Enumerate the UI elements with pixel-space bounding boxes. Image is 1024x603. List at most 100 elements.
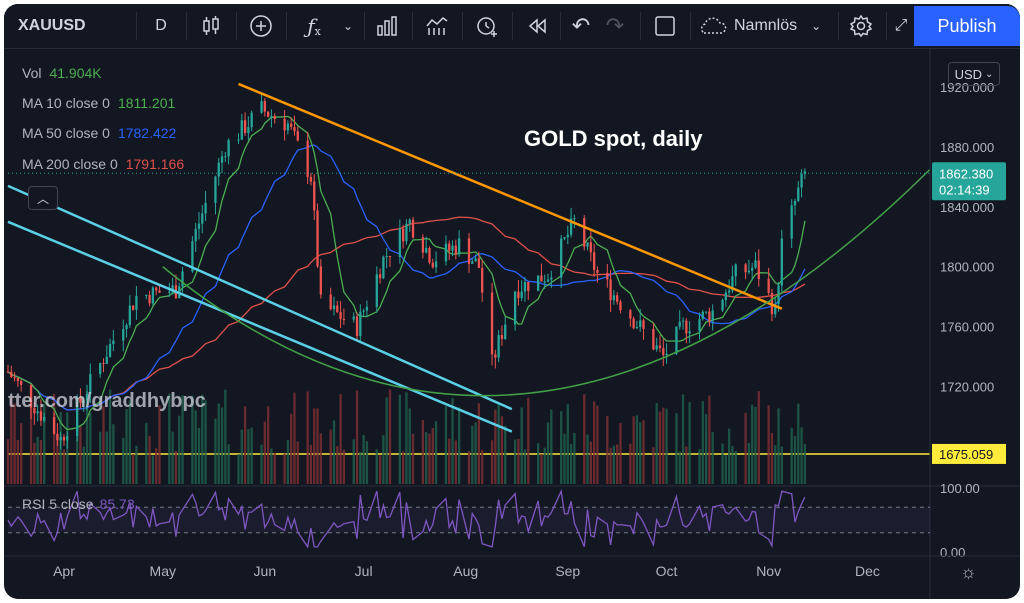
- currency-button[interactable]: USD ⌄: [948, 62, 1000, 86]
- chart-canvas[interactable]: 1920.000 1880.000 1840.000 1800.000 1760.000…: [4, 4, 1020, 599]
- candle-body: [263, 101, 266, 112]
- volume-bar: [560, 411, 563, 484]
- chart-annotation[interactable]: GOLD spot, daily: [524, 126, 703, 151]
- legend-ma200[interactable]: MA 200 close 0 1791.166: [22, 156, 184, 172]
- fullscreen-icon[interactable]: [648, 4, 682, 48]
- volume-bar: [247, 429, 250, 484]
- settings-icon[interactable]: [844, 4, 878, 48]
- volume-bar: [316, 408, 319, 484]
- volume-bar: [477, 403, 481, 484]
- volume-bar: [635, 415, 639, 484]
- volume-bar: [421, 420, 425, 484]
- candle-body: [99, 362, 102, 374]
- volume-bar: [273, 453, 276, 484]
- candle-body: [148, 294, 151, 304]
- volume-bar: [513, 439, 517, 484]
- volume-bar: [642, 420, 645, 484]
- candle-body: [316, 210, 319, 267]
- legend-volume[interactable]: Vol 41.904K: [22, 65, 102, 81]
- volume-bar: [800, 427, 803, 484]
- candle-body: [767, 278, 770, 294]
- volume-bar: [131, 454, 135, 484]
- volume-bar: [774, 445, 777, 484]
- price-tick-label: 1720.000: [940, 380, 994, 395]
- volume-bar: [520, 407, 523, 484]
- volume-bar: [490, 440, 494, 484]
- candle-body: [352, 316, 355, 320]
- candle-body: [401, 228, 405, 242]
- volume-bar: [609, 447, 612, 484]
- volume-bar: [467, 451, 471, 484]
- volume-bar: [178, 415, 181, 484]
- volume-bar: [457, 407, 461, 484]
- candle-body: [59, 436, 62, 441]
- volume-bar: [332, 420, 336, 484]
- candle-body: [250, 112, 253, 128]
- interval-label: D: [155, 17, 167, 34]
- symbol-search-button[interactable]: XAUUSD: [10, 4, 138, 48]
- volume-bar: [260, 444, 263, 484]
- compare-indicator-icon[interactable]: [420, 4, 454, 48]
- candle-body: [388, 255, 392, 257]
- volume-bar: [329, 429, 332, 484]
- volume-bar: [481, 449, 484, 484]
- volume-bar: [431, 428, 434, 484]
- candle-body: [105, 356, 108, 364]
- volume-bar: [586, 434, 589, 484]
- volume-bar: [708, 395, 711, 484]
- templates-icon[interactable]: [370, 4, 404, 48]
- candle-body: [497, 335, 500, 358]
- candle-body: [639, 320, 642, 327]
- volume-bar: [365, 441, 369, 484]
- legend-ma10[interactable]: MA 10 close 0 1811.201: [22, 95, 175, 111]
- toolbar-divider: [236, 12, 237, 40]
- candle-body: [375, 274, 378, 307]
- candles-icon[interactable]: [194, 4, 228, 48]
- candle-body: [52, 416, 56, 434]
- toolbar-divider: [136, 12, 137, 40]
- candle-body: [102, 362, 105, 364]
- price-tick-label: 1840.000: [940, 200, 994, 215]
- rounded-bottom-curve: [162, 168, 931, 397]
- legend-rsi[interactable]: RSI 5 close 85.73: [22, 496, 135, 512]
- volume-bar: [243, 406, 247, 484]
- bar-countdown-label: 02:14:39: [939, 182, 990, 197]
- price-tick-label: 1880.000: [940, 140, 994, 155]
- undo-icon[interactable]: ↶: [571, 13, 591, 38]
- currency-label: USD: [954, 66, 983, 82]
- legend-ma50[interactable]: MA 50 close 0 1782.422: [22, 125, 176, 141]
- publish-button[interactable]: Publish: [914, 6, 1020, 46]
- candle-body: [517, 291, 520, 299]
- candle-body: [224, 156, 227, 158]
- candle-body: [56, 433, 59, 441]
- candle-body: [85, 393, 89, 401]
- redo-icon[interactable]: ↷: [605, 13, 625, 38]
- alert-icon[interactable]: [470, 4, 504, 48]
- collapse-legend-button[interactable]: ︿: [28, 186, 58, 210]
- volume-bar: [250, 427, 253, 484]
- add-compare-icon[interactable]: [244, 4, 278, 48]
- maximize-icon[interactable]: ⤢: [894, 17, 908, 34]
- axis-settings-icon[interactable]: ☼: [960, 562, 977, 582]
- chevron-down-icon[interactable]: ⌄: [342, 19, 354, 33]
- candle-body: [444, 243, 448, 262]
- candle-body: [359, 311, 362, 337]
- volume-bar: [296, 441, 299, 484]
- volume-bar: [352, 439, 355, 484]
- candle-body: [708, 311, 711, 322]
- channel-line: [7, 184, 513, 411]
- replay-icon[interactable]: [520, 4, 554, 48]
- toolbar-divider: [838, 12, 839, 40]
- volume-bar: [408, 408, 411, 484]
- interval-button[interactable]: D: [144, 4, 178, 48]
- legend-ma10-value: 1811.201: [117, 95, 176, 111]
- candle-body: [201, 213, 204, 224]
- volume-bar: [711, 432, 714, 484]
- candle-body: [675, 326, 678, 354]
- candle-body: [704, 311, 708, 313]
- layout-name-button[interactable]: Namnlös ⌄: [696, 4, 834, 48]
- candle-body: [500, 335, 504, 339]
- volume-bar: [770, 432, 774, 484]
- volume-bar: [454, 440, 457, 484]
